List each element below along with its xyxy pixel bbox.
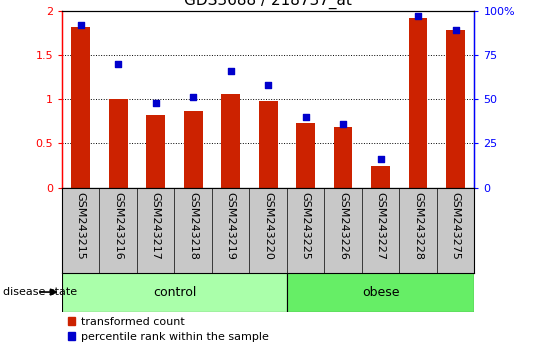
Point bbox=[151, 100, 160, 105]
Text: GSM243275: GSM243275 bbox=[451, 192, 461, 260]
Point bbox=[77, 22, 85, 28]
Bar bbox=[287, 273, 474, 312]
Bar bbox=[222, 94, 240, 188]
Text: control: control bbox=[153, 286, 196, 298]
Bar bbox=[409, 18, 427, 188]
Point bbox=[414, 13, 423, 19]
Legend: transformed count, percentile rank within the sample: transformed count, percentile rank withi… bbox=[67, 317, 269, 342]
Text: GSM243226: GSM243226 bbox=[338, 192, 348, 260]
Text: GSM243219: GSM243219 bbox=[226, 192, 236, 260]
Point bbox=[451, 27, 460, 33]
Point bbox=[301, 114, 310, 120]
Bar bbox=[296, 123, 315, 188]
Title: GDS3688 / 218737_at: GDS3688 / 218737_at bbox=[184, 0, 352, 9]
Point bbox=[376, 156, 385, 162]
Text: disease state: disease state bbox=[3, 287, 77, 297]
Bar bbox=[71, 27, 90, 188]
Text: GSM243217: GSM243217 bbox=[151, 192, 161, 260]
Text: GSM243228: GSM243228 bbox=[413, 192, 423, 260]
Point bbox=[264, 82, 273, 88]
Text: GSM243215: GSM243215 bbox=[75, 192, 86, 259]
Bar bbox=[184, 110, 203, 188]
Text: GSM243218: GSM243218 bbox=[188, 192, 198, 260]
Bar bbox=[146, 115, 165, 188]
Bar bbox=[371, 166, 390, 188]
Text: GSM243225: GSM243225 bbox=[301, 192, 310, 260]
Bar bbox=[334, 127, 353, 188]
Point bbox=[114, 61, 122, 67]
Text: GSM243216: GSM243216 bbox=[113, 192, 123, 259]
Text: GSM243220: GSM243220 bbox=[263, 192, 273, 260]
Text: obese: obese bbox=[362, 286, 399, 298]
Point bbox=[226, 68, 235, 74]
Point bbox=[189, 95, 197, 100]
Bar bbox=[259, 101, 278, 188]
Bar bbox=[109, 99, 128, 188]
Text: GSM243227: GSM243227 bbox=[376, 192, 385, 260]
Bar bbox=[446, 30, 465, 188]
Point bbox=[339, 121, 348, 127]
Bar bbox=[62, 273, 287, 312]
